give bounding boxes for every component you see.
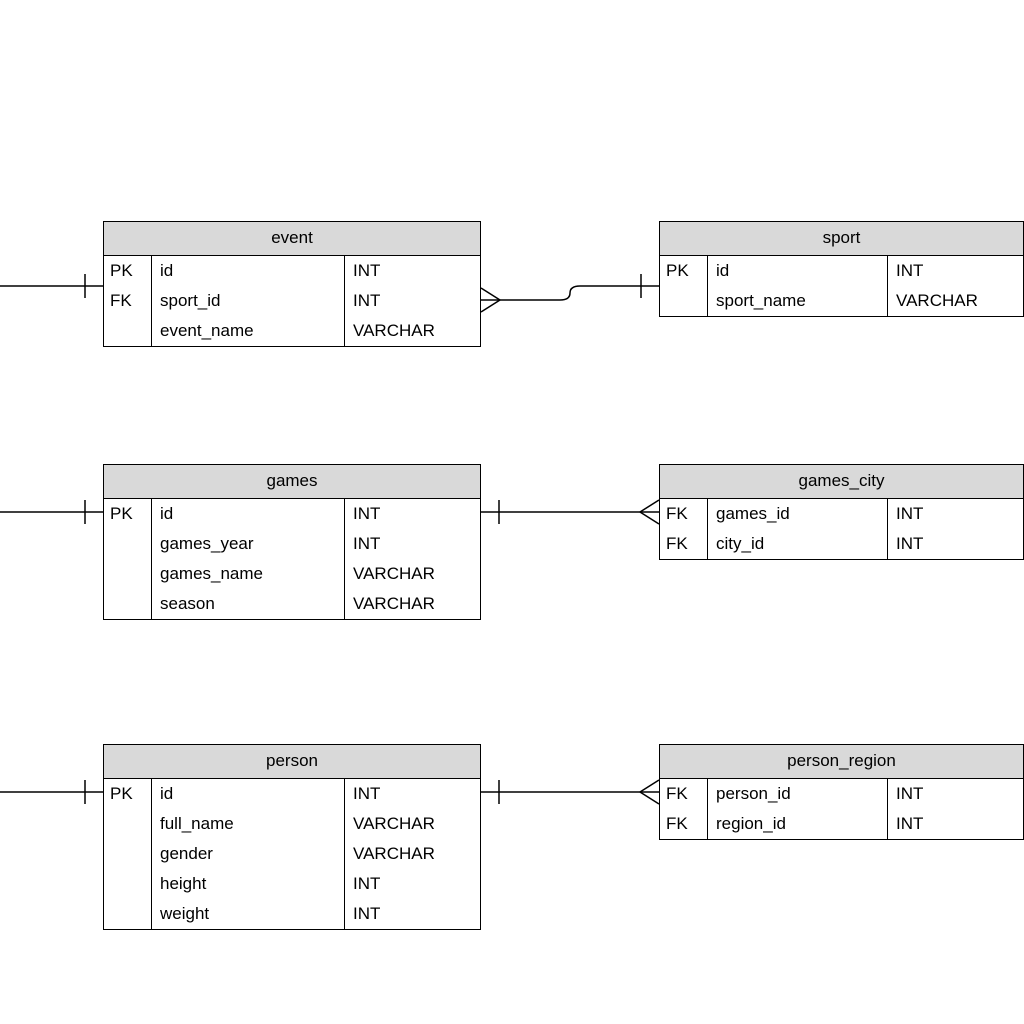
entity-row: full_nameVARCHAR [104,809,480,839]
column-name: games_year [152,529,345,559]
column-key: FK [660,499,708,529]
column-type: VARCHAR [345,589,480,619]
column-name: gender [152,839,345,869]
column-type: VARCHAR [345,316,480,346]
column-key: FK [660,779,708,809]
conn-left-event [0,274,103,298]
column-name: full_name [152,809,345,839]
entity-row: games_nameVARCHAR [104,559,480,589]
entity-title: games [104,465,480,499]
entity-person: personPKidINTfull_nameVARCHARgenderVARCH… [103,744,481,930]
column-name: weight [152,899,345,929]
entity-person_region: person_regionFKperson_idINTFKregion_idIN… [659,744,1024,840]
entity-title: sport [660,222,1023,256]
entity-row: PKidINT [104,779,480,809]
conn-event-sport [481,274,659,312]
column-name: id [152,499,345,529]
entity-games_city: games_cityFKgames_idINTFKcity_idINT [659,464,1024,560]
entity-row: seasonVARCHAR [104,589,480,619]
entity-row: weightINT [104,899,480,929]
column-type: INT [888,499,1023,529]
column-key [104,316,152,346]
entity-event: eventPKidINTFKsport_idINTevent_nameVARCH… [103,221,481,347]
column-type: INT [345,869,480,899]
column-type: INT [345,286,480,316]
entity-title: person_region [660,745,1023,779]
entity-row: FKregion_idINT [660,809,1023,839]
column-name: id [152,256,345,286]
entity-row: genderVARCHAR [104,839,480,869]
entity-title: person [104,745,480,779]
column-key [104,809,152,839]
column-key: FK [660,809,708,839]
column-type: VARCHAR [888,286,1023,316]
column-key [104,899,152,929]
column-key: FK [660,529,708,559]
column-type: VARCHAR [345,559,480,589]
column-name: games_id [708,499,888,529]
column-name: event_name [152,316,345,346]
column-type: VARCHAR [345,839,480,869]
column-name: sport_name [708,286,888,316]
column-key: FK [104,286,152,316]
column-key [104,869,152,899]
column-key: PK [104,256,152,286]
entity-row: games_yearINT [104,529,480,559]
entity-sport: sportPKidINTsport_nameVARCHAR [659,221,1024,317]
column-name: season [152,589,345,619]
column-key [104,589,152,619]
entity-row: FKcity_idINT [660,529,1023,559]
conn-games-gamescity [481,500,659,524]
entity-row: PKidINT [104,256,480,286]
column-type: INT [345,529,480,559]
column-name: games_name [152,559,345,589]
column-name: height [152,869,345,899]
column-key [104,839,152,869]
column-name: id [152,779,345,809]
column-key: PK [660,256,708,286]
column-type: INT [888,256,1023,286]
column-name: id [708,256,888,286]
column-type: INT [888,529,1023,559]
entity-row: FKgames_idINT [660,499,1023,529]
entity-row: sport_nameVARCHAR [660,286,1023,316]
conn-person-personregion [481,780,659,804]
column-key [104,559,152,589]
entity-row: PKidINT [104,499,480,529]
entity-row: FKsport_idINT [104,286,480,316]
column-key [104,529,152,559]
column-type: VARCHAR [345,809,480,839]
column-key [660,286,708,316]
column-type: INT [345,256,480,286]
entity-row: FKperson_idINT [660,779,1023,809]
column-name: sport_id [152,286,345,316]
column-type: INT [345,499,480,529]
column-name: region_id [708,809,888,839]
entity-title: event [104,222,480,256]
entity-games: gamesPKidINTgames_yearINTgames_nameVARCH… [103,464,481,620]
column-name: person_id [708,779,888,809]
entity-title: games_city [660,465,1023,499]
conn-left-games [0,500,103,524]
column-type: INT [888,779,1023,809]
entity-row: PKidINT [660,256,1023,286]
entity-row: event_nameVARCHAR [104,316,480,346]
conn-left-person [0,780,103,804]
column-type: INT [345,779,480,809]
column-type: INT [888,809,1023,839]
entity-row: heightINT [104,869,480,899]
column-name: city_id [708,529,888,559]
column-type: INT [345,899,480,929]
column-key: PK [104,779,152,809]
column-key: PK [104,499,152,529]
